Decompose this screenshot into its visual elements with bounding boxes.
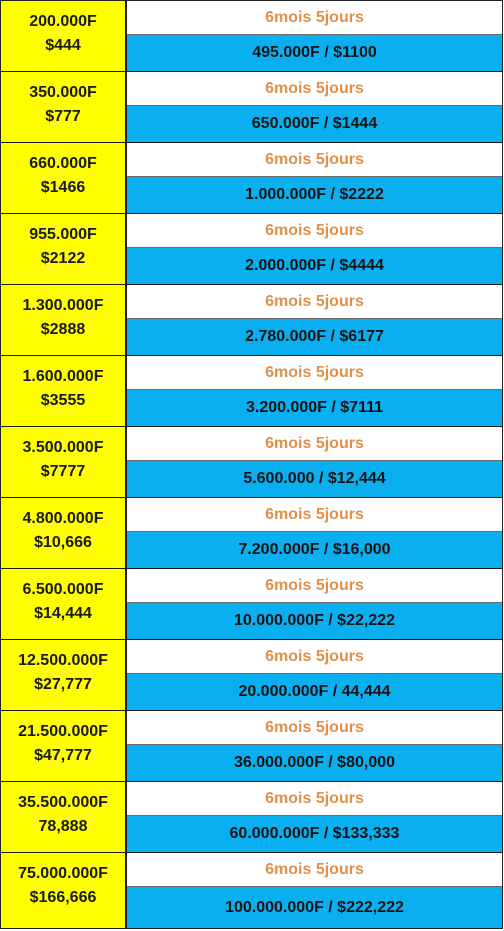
table-row: 6.500.000F $14,444 6mois 5jours 10.000.0… <box>1 569 502 641</box>
investment-cell: 200.000F $444 <box>1 1 127 71</box>
investment-amount-fcfa: 660.000F <box>29 155 97 172</box>
return-cell: 6mois 5jours 650.000F / $1444 <box>127 72 502 142</box>
investment-amount-usd: $444 <box>45 37 81 54</box>
return-amount: 650.000F / $1444 <box>127 106 502 142</box>
table-row: 4.800.000F $10,666 6mois 5jours 7.200.00… <box>1 498 502 570</box>
investment-amount-usd: $7777 <box>40 463 86 480</box>
investment-cell: 35.500.000F 78,888 <box>1 782 127 852</box>
return-cell: 6mois 5jours 60.000.000F / $133,333 <box>127 782 502 852</box>
investment-amount-fcfa: 1.300.000F <box>22 297 104 314</box>
investment-amount-usd: $2888 <box>40 321 86 338</box>
return-cell: 6mois 5jours 100.000.000F / $222,222 <box>127 853 502 928</box>
duration-label: 6mois 5jours <box>127 498 502 532</box>
investment-amount-fcfa: 35.500.000F <box>18 794 108 811</box>
table-row: 75.000.000F $166,666 6mois 5jours 100.00… <box>1 853 502 928</box>
investment-cell: 660.000F $1466 <box>1 143 127 213</box>
return-cell: 6mois 5jours 2.780.000F / $6177 <box>127 285 502 355</box>
investment-cell: 4.800.000F $10,666 <box>1 498 127 568</box>
investment-amount-usd: $777 <box>45 108 81 125</box>
table-row: 200.000F $444 6mois 5jours 495.000F / $1… <box>1 1 502 73</box>
return-amount: 10.000.000F / $22,222 <box>127 603 502 639</box>
investment-amount-fcfa: 3.500.000F <box>22 439 104 456</box>
duration-label: 6mois 5jours <box>127 569 502 603</box>
investment-cell: 75.000.000F $166,666 <box>1 853 127 928</box>
investment-amount-usd: $47,777 <box>34 747 92 764</box>
return-amount: 495.000F / $1100 <box>127 35 502 71</box>
duration-label: 6mois 5jours <box>127 285 502 319</box>
duration-label: 6mois 5jours <box>127 143 502 177</box>
duration-label: 6mois 5jours <box>127 782 502 816</box>
return-cell: 6mois 5jours 3.200.000F / $7111 <box>127 356 502 426</box>
return-cell: 6mois 5jours 20.000.000F / 44,444 <box>127 640 502 710</box>
investment-amount-fcfa: 6.500.000F <box>22 581 104 598</box>
investment-cell: 1.600.000F $3555 <box>1 356 127 426</box>
table-row: 3.500.000F $7777 6mois 5jours 5.600.000 … <box>1 427 502 499</box>
investment-amount-usd: $27,777 <box>34 676 92 693</box>
duration-label: 6mois 5jours <box>127 214 502 248</box>
duration-label: 6mois 5jours <box>127 711 502 745</box>
duration-label: 6mois 5jours <box>127 1 502 35</box>
duration-label: 6mois 5jours <box>127 640 502 674</box>
return-amount: 3.200.000F / $7111 <box>127 390 502 426</box>
return-cell: 6mois 5jours 10.000.000F / $22,222 <box>127 569 502 639</box>
investment-cell: 6.500.000F $14,444 <box>1 569 127 639</box>
return-cell: 6mois 5jours 36.000.000F / $80,000 <box>127 711 502 781</box>
table-row: 1.600.000F $3555 6mois 5jours 3.200.000F… <box>1 356 502 428</box>
investment-amount-usd: 78,888 <box>38 818 88 835</box>
investment-amount-usd: $2122 <box>40 250 86 267</box>
investment-amount-usd: $166,666 <box>29 889 97 906</box>
return-amount: 60.000.000F / $133,333 <box>127 816 502 852</box>
return-cell: 6mois 5jours 2.000.000F / $4444 <box>127 214 502 284</box>
investment-amount-fcfa: 200.000F <box>29 13 97 30</box>
duration-label: 6mois 5jours <box>127 427 502 461</box>
duration-label: 6mois 5jours <box>127 356 502 390</box>
investment-cell: 350.000F $777 <box>1 72 127 142</box>
investment-amount-fcfa: 4.800.000F <box>22 510 104 527</box>
duration-label: 6mois 5jours <box>127 853 502 887</box>
return-amount: 1.000.000F / $2222 <box>127 177 502 213</box>
investment-amount-fcfa: 955.000F <box>29 226 97 243</box>
investment-amount-fcfa: 1.600.000F <box>22 368 104 385</box>
return-amount: 2.000.000F / $4444 <box>127 248 502 284</box>
investment-cell: 1.300.000F $2888 <box>1 285 127 355</box>
investment-amount-usd: $1466 <box>40 179 86 196</box>
return-amount: 100.000.000F / $222,222 <box>127 887 502 928</box>
table-row: 35.500.000F 78,888 6mois 5jours 60.000.0… <box>1 782 502 854</box>
table-row: 350.000F $777 6mois 5jours 650.000F / $1… <box>1 72 502 144</box>
table-row: 955.000F $2122 6mois 5jours 2.000.000F /… <box>1 214 502 286</box>
investment-cell: 955.000F $2122 <box>1 214 127 284</box>
return-cell: 6mois 5jours 5.600.000 / $12,444 <box>127 427 502 497</box>
investment-amount-usd: $10,666 <box>34 534 92 551</box>
investment-amount-usd: $14,444 <box>34 605 92 622</box>
investment-amount-usd: $3555 <box>40 392 86 409</box>
return-cell: 6mois 5jours 7.200.000F / $16,000 <box>127 498 502 568</box>
return-cell: 6mois 5jours 1.000.000F / $2222 <box>127 143 502 213</box>
table-row: 12.500.000F $27,777 6mois 5jours 20.000.… <box>1 640 502 712</box>
investment-amount-fcfa: 12.500.000F <box>18 652 108 669</box>
table-row: 21.500.000F $47,777 6mois 5jours 36.000.… <box>1 711 502 783</box>
table-row: 1.300.000F $2888 6mois 5jours 2.780.000F… <box>1 285 502 357</box>
investment-cell: 21.500.000F $47,777 <box>1 711 127 781</box>
table-row: 660.000F $1466 6mois 5jours 1.000.000F /… <box>1 143 502 215</box>
duration-label: 6mois 5jours <box>127 72 502 106</box>
return-amount: 2.780.000F / $6177 <box>127 319 502 355</box>
return-amount: 36.000.000F / $80,000 <box>127 745 502 781</box>
investment-amount-fcfa: 350.000F <box>29 84 97 101</box>
return-amount: 20.000.000F / 44,444 <box>127 674 502 710</box>
return-amount: 5.600.000 / $12,444 <box>127 461 502 497</box>
return-amount: 7.200.000F / $16,000 <box>127 532 502 568</box>
investment-amount-fcfa: 21.500.000F <box>18 723 108 740</box>
investment-cell: 12.500.000F $27,777 <box>1 640 127 710</box>
return-cell: 6mois 5jours 495.000F / $1100 <box>127 1 502 71</box>
investment-amount-fcfa: 75.000.000F <box>18 865 108 882</box>
investment-cell: 3.500.000F $7777 <box>1 427 127 497</box>
